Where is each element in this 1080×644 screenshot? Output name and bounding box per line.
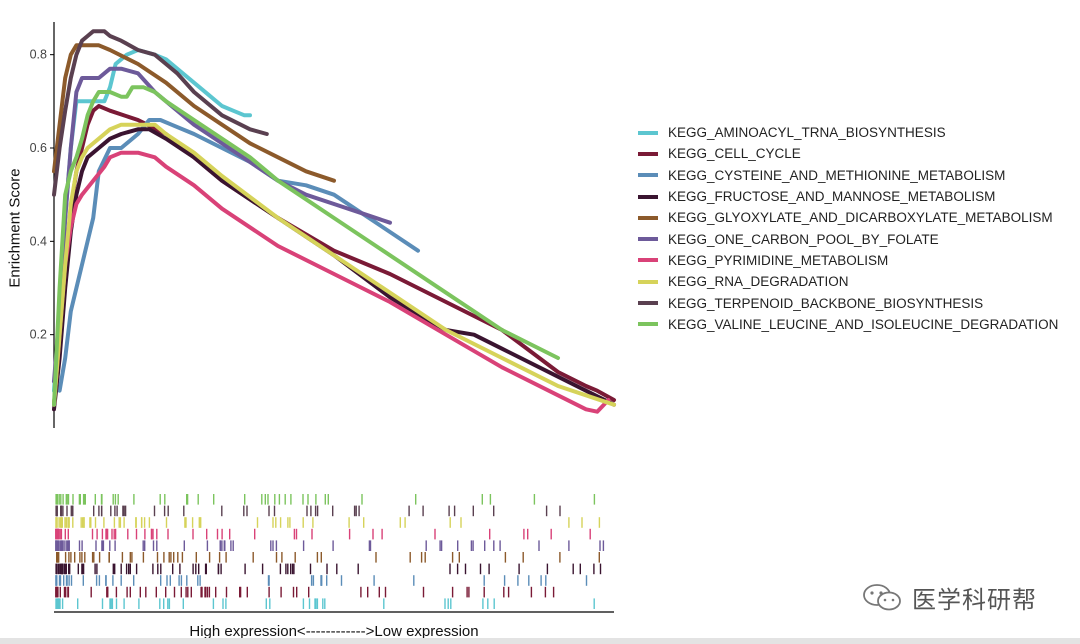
legend-item: KEGG_GLYOXYLATE_AND_DICARBOXYLATE_METABO…: [638, 207, 1058, 228]
legend-item: KEGG_TERPENOID_BACKBONE_BIOSYNTHESIS: [638, 292, 1058, 313]
legend-item: KEGG_CYSTEINE_AND_METHIONINE_METABOLISM: [638, 165, 1058, 186]
legend-label: KEGG_VALINE_LEUCINE_AND_ISOLEUCINE_DEGRA…: [668, 316, 1059, 332]
legend-key: [638, 194, 658, 199]
legend-label: KEGG_TERPENOID_BACKBONE_BIOSYNTHESIS: [668, 295, 984, 311]
legend-key: [638, 237, 658, 242]
legend-label: KEGG_GLYOXYLATE_AND_DICARBOXYLATE_METABO…: [668, 210, 1053, 226]
legend-label: KEGG_CELL_CYCLE: [668, 146, 801, 162]
legend-item: KEGG_AMINOACYL_TRNA_BIOSYNTHESIS: [638, 122, 1058, 143]
legend-item: KEGG_VALINE_LEUCINE_AND_ISOLEUCINE_DEGRA…: [638, 314, 1058, 335]
legend-key: [638, 322, 658, 327]
watermark-text: 医学科研帮: [912, 587, 1037, 614]
legend-item: KEGG_CELL_CYCLE: [638, 143, 1058, 164]
legend: KEGG_AMINOACYL_TRNA_BIOSYNTHESIS KEGG_CEL…: [638, 122, 1058, 335]
rug-row-kegg_one_carbon_pool_by_folate: [55, 540, 605, 551]
es-curve-kegg_one_carbon_pool_by_folate: [52, 66, 392, 384]
rug-row-kegg_valine_leucine_and_isoleucine_degradation: [55, 494, 596, 505]
rug-row-kegg_cell_cycle: [55, 586, 555, 598]
legend-key: [638, 215, 658, 220]
es-curve-kegg_glyoxylate_and_dicarboxylate_metabolism: [52, 43, 336, 183]
watermark: 医学科研帮: [862, 580, 1037, 615]
rug-row-kegg_cysteine_and_methionine_metabolism: [55, 575, 588, 586]
legend-label: KEGG_PYRIMIDINE_METABOLISM: [668, 252, 889, 268]
legend-key: [638, 151, 658, 156]
es-curve-kegg_terpenoid_backbone_biosynthesis: [52, 29, 269, 197]
legend-label: KEGG_CYSTEINE_AND_METHIONINE_METABOLISM: [668, 167, 1006, 183]
legend-key: [638, 279, 658, 284]
es-curve-kegg_pyrimidine_metabolism: [52, 150, 611, 414]
rug-row-kegg_glyoxylate_and_dicarboxylate_metabolism: [56, 552, 600, 563]
es-curve-kegg_fructose_and_mannose_metabolism: [52, 127, 616, 412]
y-tick-label: 0.2: [30, 328, 47, 342]
legend-key: [638, 258, 658, 263]
legend-label: KEGG_ONE_CARBON_POOL_BY_FOLATE: [668, 231, 939, 247]
legend-label: KEGG_AMINOACYL_TRNA_BIOSYNTHESIS: [668, 125, 946, 141]
legend-key: [638, 173, 658, 178]
x-axis-label: High expression<------------>Low express…: [189, 623, 479, 640]
legend-item: KEGG_ONE_CARBON_POOL_BY_FOLATE: [638, 228, 1058, 249]
wechat-icon: [863, 583, 901, 610]
bottom-border: [0, 638, 1080, 644]
es-curve-kegg_valine_leucine_and_isoleucine_degradation: [52, 85, 560, 407]
rug-row-kegg_fructose_and_mannose_metabolism: [55, 563, 602, 575]
legend-key: [638, 301, 658, 306]
rug-row-kegg_rna_degradation: [55, 517, 601, 528]
y-tick-label: 0.6: [30, 141, 47, 155]
es-curve-kegg_rna_degradation: [52, 122, 616, 407]
rug-row-kegg_aminoacyl_trna_biosynthesis: [55, 598, 595, 609]
y-tick-label: 0.8: [30, 48, 47, 62]
legend-label: KEGG_RNA_DEGRADATION: [668, 274, 849, 290]
legend-item: KEGG_PYRIMIDINE_METABOLISM: [638, 250, 1058, 271]
legend-key: [638, 130, 658, 135]
legend-label: KEGG_FRUCTOSE_AND_MANNOSE_METABOLISM: [668, 189, 996, 205]
legend-item: KEGG_FRUCTOSE_AND_MANNOSE_METABOLISM: [638, 186, 1058, 207]
es-curve-kegg_aminoacyl_trna_biosynthesis: [52, 48, 252, 393]
legend-item: KEGG_RNA_DEGRADATION: [638, 271, 1058, 292]
rug-row-kegg_terpenoid_backbone_biosynthesis: [55, 505, 561, 517]
es-curve-kegg_cysteine_and_methionine_metabolism: [52, 118, 420, 393]
y-tick-label: 0.4: [30, 234, 47, 248]
y-axis-label: Enrichment Score: [6, 168, 24, 288]
rug-row-kegg_pyrimidine_metabolism: [55, 528, 591, 540]
